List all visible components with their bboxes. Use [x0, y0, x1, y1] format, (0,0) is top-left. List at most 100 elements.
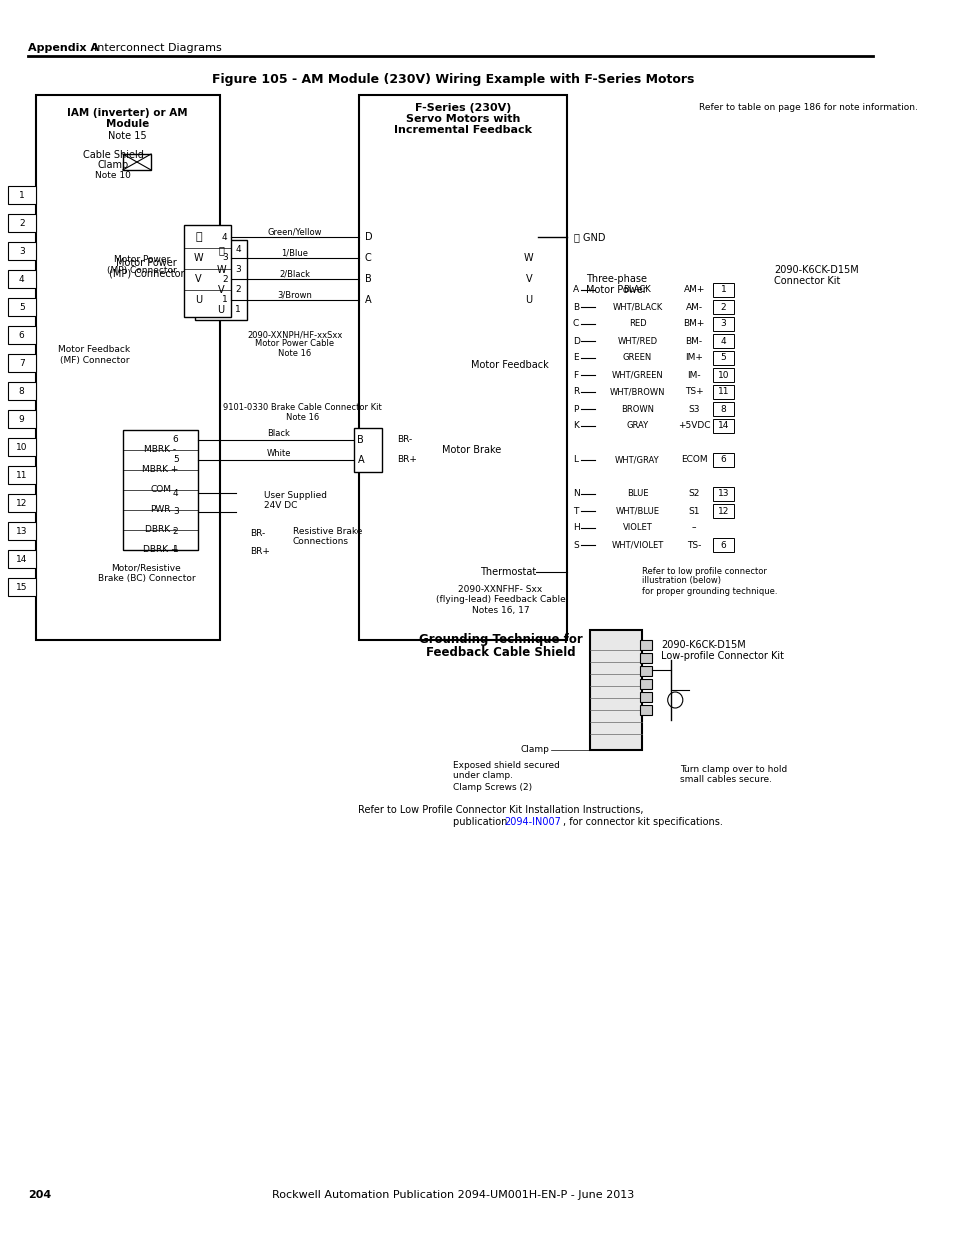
Text: BROWN: BROWN: [620, 405, 654, 414]
Text: Resistive Brake: Resistive Brake: [293, 527, 362, 536]
Text: Incremental Feedback: Incremental Feedback: [394, 125, 531, 135]
Text: COM: COM: [150, 485, 171, 494]
Bar: [8, 242, 36, 261]
Text: User Supplied: User Supplied: [264, 490, 327, 499]
Text: U: U: [525, 295, 532, 305]
Bar: [8, 410, 36, 429]
Text: Exposed shield secured: Exposed shield secured: [453, 761, 559, 769]
Text: 4: 4: [19, 274, 25, 284]
Text: Servo Motors with: Servo Motors with: [405, 114, 519, 124]
Text: C: C: [365, 253, 372, 263]
Text: BM+: BM+: [682, 320, 704, 329]
Text: Motor/Resistive: Motor/Resistive: [112, 563, 181, 573]
Text: U: U: [194, 295, 202, 305]
Text: Notes 16, 17: Notes 16, 17: [471, 605, 529, 615]
Text: D: D: [572, 336, 578, 346]
Text: C: C: [573, 320, 578, 329]
Text: S: S: [573, 541, 578, 550]
Text: B: B: [357, 435, 364, 445]
Text: 24V DC: 24V DC: [264, 500, 297, 510]
Bar: [639, 666, 651, 676]
Text: Figure 105 - AM Module (230V) Wiring Example with F-Series Motors: Figure 105 - AM Module (230V) Wiring Exa…: [212, 74, 694, 86]
Text: 1/Blue: 1/Blue: [281, 248, 308, 258]
Text: Refer to Low Profile Connector Kit Installation Instructions,: Refer to Low Profile Connector Kit Insta…: [357, 805, 642, 815]
Text: Motor Power: Motor Power: [116, 258, 176, 268]
Text: U: U: [217, 305, 224, 315]
Bar: [8, 270, 36, 288]
Text: 2: 2: [19, 219, 25, 227]
Text: RED: RED: [628, 320, 645, 329]
Bar: [712, 351, 733, 366]
Text: Note 15: Note 15: [108, 131, 147, 141]
Bar: [712, 368, 733, 382]
Text: V: V: [194, 274, 201, 284]
Text: WHT/BROWN: WHT/BROWN: [609, 388, 664, 396]
Bar: [712, 385, 733, 399]
Text: Three-phase: Three-phase: [585, 274, 646, 284]
Text: 2: 2: [172, 527, 178, 536]
Text: L: L: [573, 456, 578, 464]
Bar: [184, 225, 232, 317]
Text: 9101-0330 Brake Cable Connector Kit: 9101-0330 Brake Cable Connector Kit: [223, 404, 381, 412]
Text: 5: 5: [720, 353, 725, 363]
Text: Clamp: Clamp: [97, 161, 129, 170]
Bar: [712, 403, 733, 416]
Text: BLUE: BLUE: [626, 489, 647, 499]
Text: 6: 6: [19, 331, 25, 340]
Text: WHT/BLACK: WHT/BLACK: [612, 303, 662, 311]
Bar: [712, 333, 733, 348]
Text: 14: 14: [717, 421, 728, 431]
Bar: [8, 382, 36, 400]
Text: S1: S1: [688, 506, 700, 515]
Text: WHT/VIOLET: WHT/VIOLET: [611, 541, 663, 550]
Text: (MF) Connector: (MF) Connector: [60, 356, 129, 364]
Text: WHT/RED: WHT/RED: [617, 336, 657, 346]
Text: B: B: [365, 274, 372, 284]
Text: WHT/BLUE: WHT/BLUE: [615, 506, 659, 515]
Bar: [712, 300, 733, 314]
Text: 4: 4: [222, 232, 228, 242]
Text: Motor Power: Motor Power: [585, 285, 645, 295]
Text: TS-: TS-: [686, 541, 700, 550]
Text: GRAY: GRAY: [626, 421, 648, 431]
Text: A: A: [573, 285, 578, 294]
Text: S3: S3: [688, 405, 700, 414]
Bar: [639, 692, 651, 701]
Bar: [8, 186, 36, 204]
Text: Rockwell Automation Publication 2094-UM001H-EN-P - June 2013: Rockwell Automation Publication 2094-UM0…: [272, 1191, 634, 1200]
Bar: [712, 453, 733, 467]
Text: V: V: [525, 274, 532, 284]
Text: 2/Black: 2/Black: [279, 269, 310, 279]
Text: A: A: [357, 454, 364, 466]
Text: 12: 12: [717, 506, 728, 515]
Text: 2090-K6CK-D15M: 2090-K6CK-D15M: [774, 266, 859, 275]
Text: for proper grounding technique.: for proper grounding technique.: [641, 587, 777, 595]
Text: (MP) Connector: (MP) Connector: [107, 266, 176, 274]
Text: small cables secure.: small cables secure.: [679, 776, 771, 784]
Text: Note 10: Note 10: [95, 170, 132, 179]
Bar: [712, 504, 733, 517]
Bar: [195, 240, 247, 320]
Text: under clamp.: under clamp.: [453, 771, 513, 779]
Text: TS+: TS+: [684, 388, 702, 396]
Text: 5: 5: [19, 303, 25, 311]
Text: 15: 15: [16, 583, 28, 592]
Bar: [123, 430, 198, 550]
Text: Clamp Screws (2): Clamp Screws (2): [453, 783, 532, 793]
Text: 10: 10: [16, 442, 28, 452]
Text: MBRK -: MBRK -: [144, 446, 176, 454]
Text: Note 16: Note 16: [277, 348, 311, 357]
Text: Thermostat: Thermostat: [479, 567, 536, 577]
Bar: [712, 283, 733, 296]
Text: Interconnect Diagrams: Interconnect Diagrams: [94, 43, 222, 53]
Text: 2090-XXNFHF- Sxx: 2090-XXNFHF- Sxx: [458, 585, 542, 594]
Text: 4: 4: [720, 336, 725, 346]
Text: 2094-IN007: 2094-IN007: [504, 818, 560, 827]
Text: 7: 7: [19, 358, 25, 368]
Text: F-Series (230V): F-Series (230V): [415, 103, 511, 112]
Text: K: K: [573, 421, 578, 431]
Text: Motor Feedback: Motor Feedback: [58, 346, 131, 354]
Bar: [8, 578, 36, 597]
Text: Turn clamp over to hold: Turn clamp over to hold: [679, 766, 786, 774]
Text: –: –: [691, 524, 696, 532]
